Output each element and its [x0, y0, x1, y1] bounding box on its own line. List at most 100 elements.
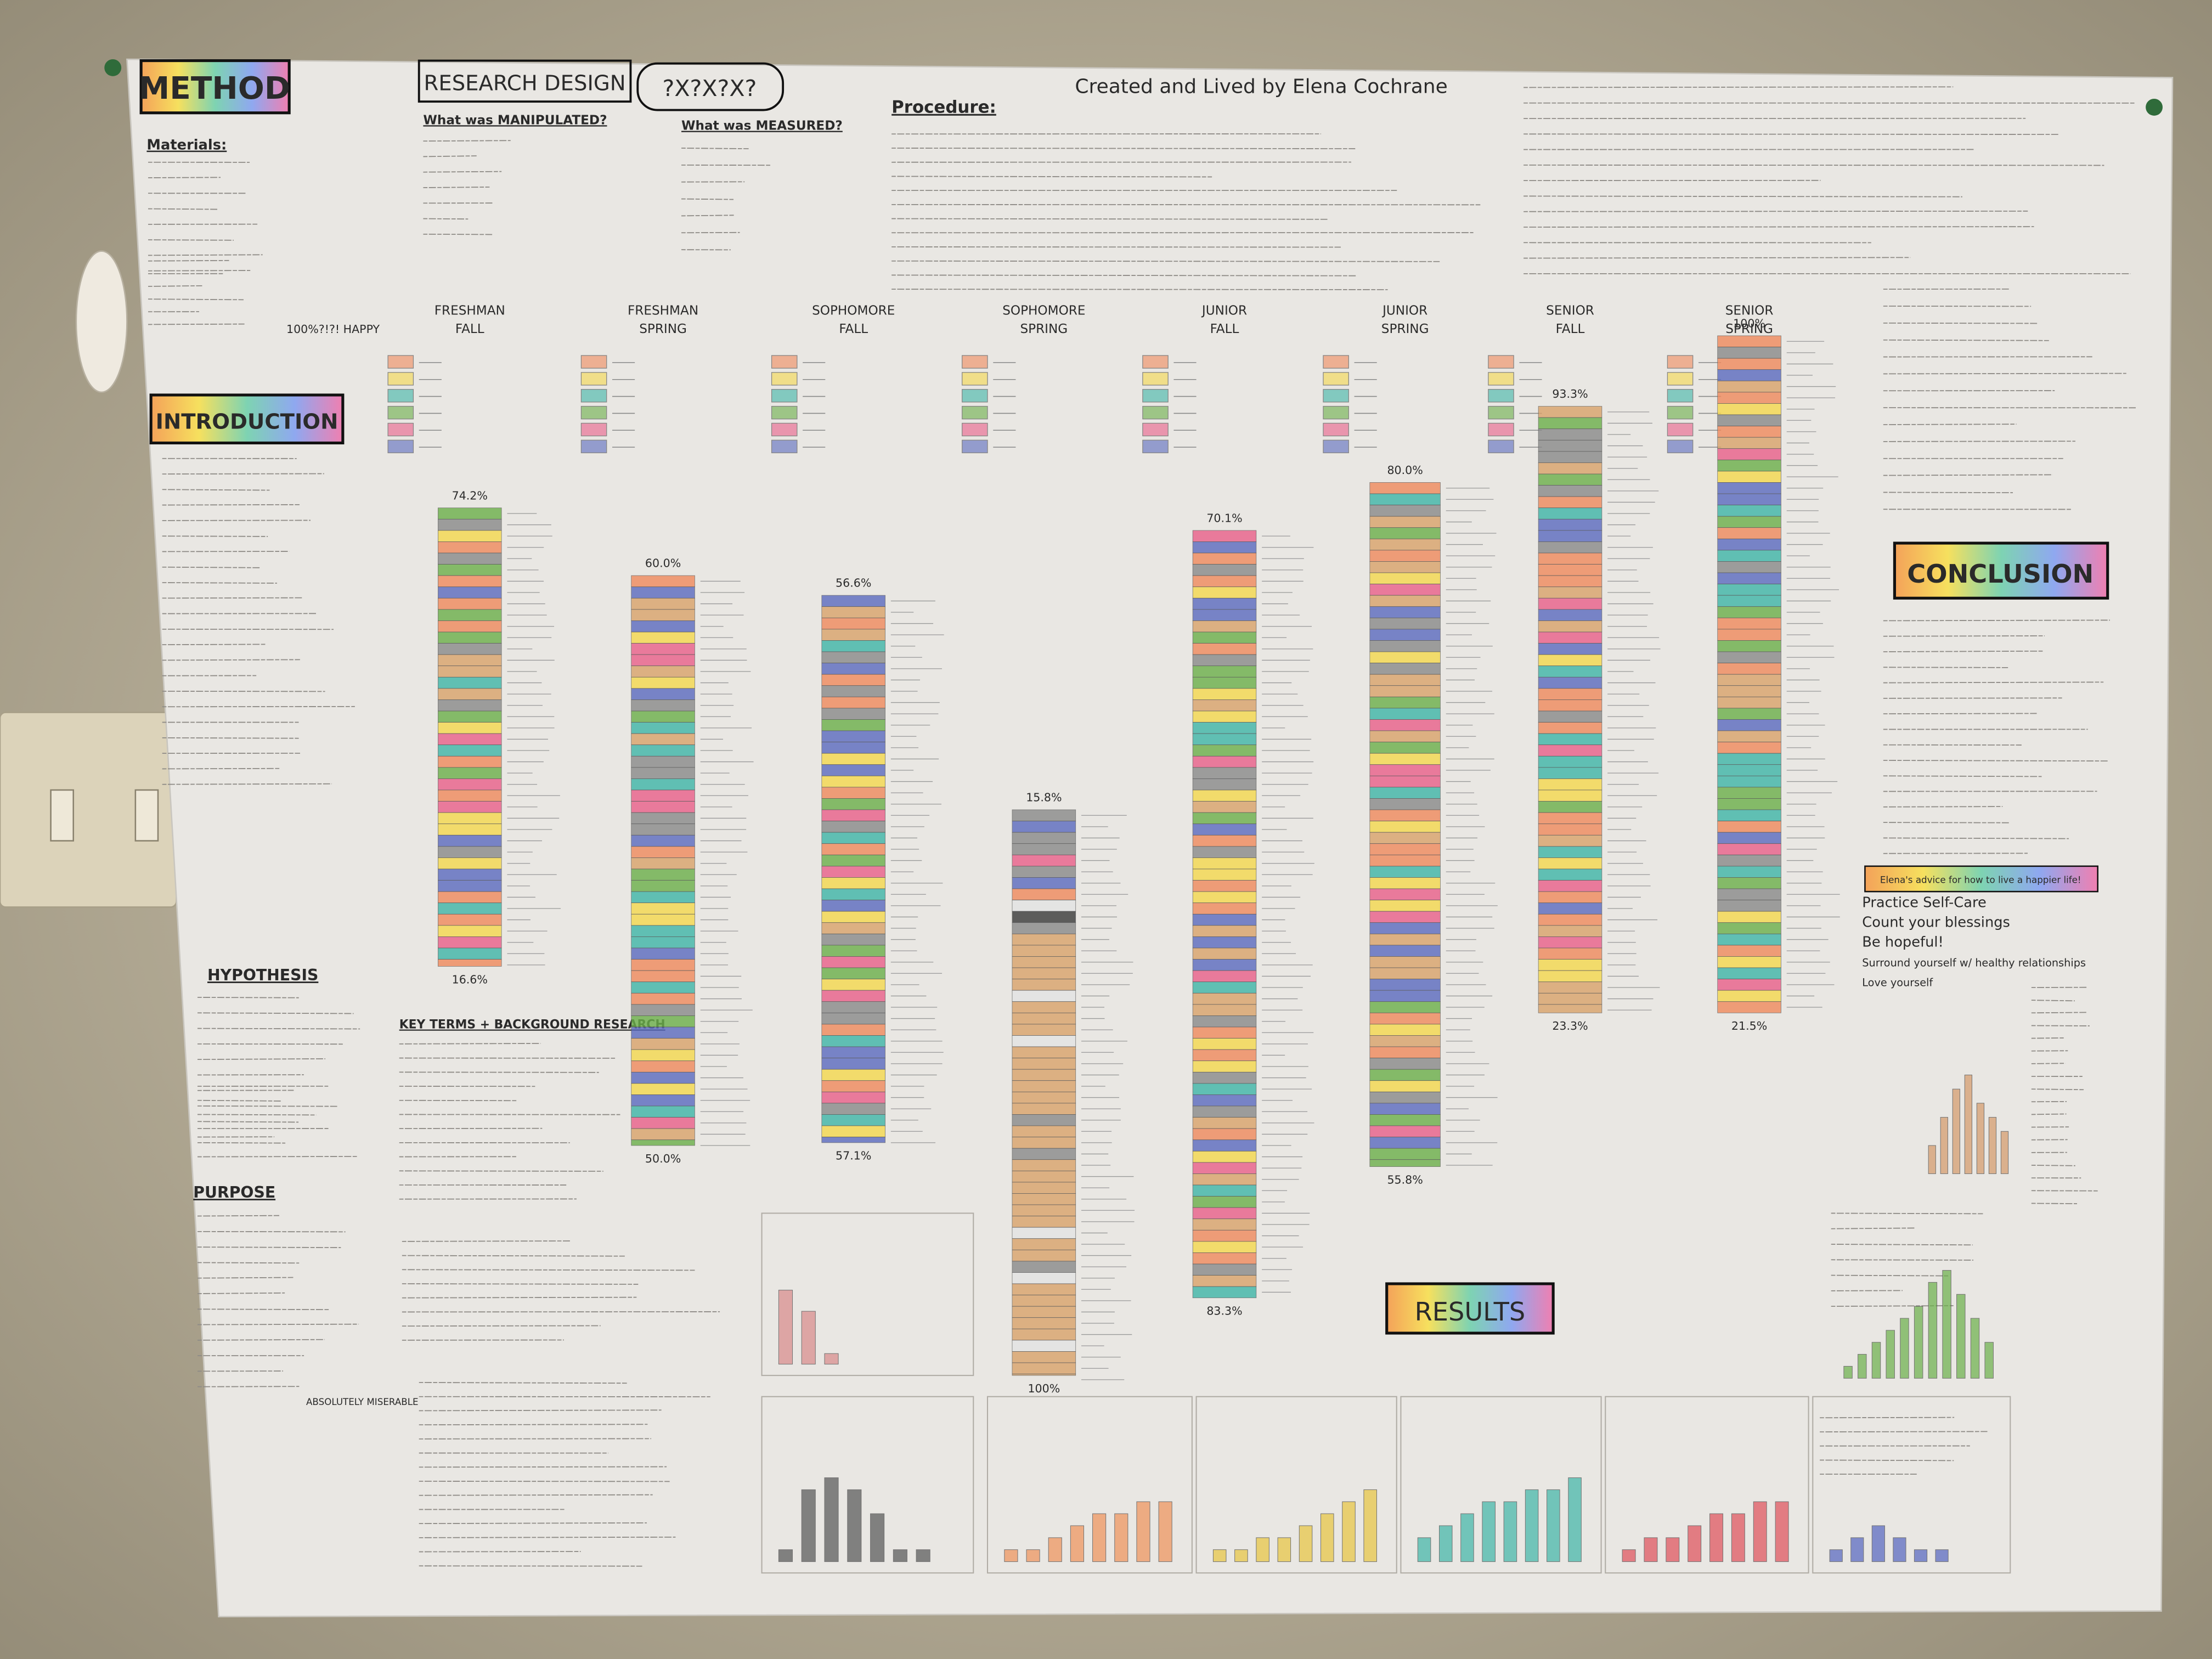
- column-stripe: [1717, 843, 1781, 855]
- column-stripe: [1369, 821, 1441, 833]
- column-stripe: [1012, 1238, 1076, 1250]
- column-stripe: [631, 981, 695, 994]
- column-top-label: 56.6%: [836, 577, 871, 590]
- scribble: [197, 1386, 300, 1387]
- pushpin: [104, 59, 122, 76]
- column-top-label: 93.3%: [1552, 387, 1588, 400]
- scribble: [2031, 1000, 2075, 1002]
- column-stripe: [821, 877, 885, 889]
- column-stripe: [1369, 911, 1441, 923]
- result-bar: [1928, 1145, 1936, 1174]
- column-stripe: [821, 606, 885, 618]
- column-stripe: [821, 753, 885, 765]
- column-stripe: [631, 654, 695, 667]
- procedure-heading: Procedure:: [891, 98, 996, 117]
- result-bar: [1438, 1525, 1453, 1562]
- column-stripe: [1717, 967, 1781, 979]
- column-stripe: [1538, 710, 1602, 723]
- column-stripe: [1717, 617, 1781, 630]
- result-bar: [1460, 1513, 1474, 1562]
- column-stripe: [1012, 979, 1076, 991]
- scribble: [1883, 492, 2013, 493]
- result-bar: [778, 1549, 793, 1562]
- column-stripe: [438, 801, 502, 813]
- column-stripe: [631, 1015, 695, 1028]
- column-stripe: [631, 1128, 695, 1141]
- semester-term: FALL: [1556, 322, 1585, 336]
- panel-frame: [761, 1396, 974, 1574]
- column-stripe: [631, 891, 695, 904]
- result-bar: [824, 1477, 839, 1562]
- legend-swatch: [1667, 355, 1694, 369]
- column-stripe: [1538, 428, 1602, 441]
- legend-swatch: [387, 372, 414, 386]
- column-stripe: [1192, 1241, 1257, 1253]
- column-stripe: [438, 868, 502, 881]
- column-stripe: [1717, 369, 1781, 381]
- column-stripe: [821, 1001, 885, 1013]
- result-bar: [1753, 1501, 1767, 1562]
- column-stripe: [1192, 1229, 1257, 1242]
- legend-swatch: [771, 439, 798, 454]
- column-stripe: [1369, 1046, 1441, 1058]
- column-stripe: [1192, 1015, 1257, 1028]
- scribble: [681, 198, 733, 200]
- column-stripe: [438, 767, 502, 779]
- column-stripe: [1192, 1286, 1257, 1299]
- column-stripe: [821, 821, 885, 833]
- column-stripe: [1538, 846, 1602, 858]
- advice-item: Surround yourself w/ healthy relationshi…: [1862, 956, 2086, 969]
- column-stripe: [1192, 1094, 1257, 1107]
- column-stripe: [1538, 1004, 1602, 1013]
- heading-box: [1893, 541, 2109, 600]
- results-heading: RESULTS: [1415, 1297, 1526, 1327]
- column-stripe: [1192, 970, 1257, 983]
- scribble: [1820, 1431, 1988, 1432]
- legend-swatch: [1488, 439, 1514, 454]
- column-stripe: [1192, 834, 1257, 847]
- column-stripe: [821, 854, 885, 867]
- column-stripe: [1369, 1125, 1441, 1137]
- column-stripe: [631, 722, 695, 734]
- result-bar: [1342, 1501, 1356, 1562]
- column-stripe: [821, 832, 885, 844]
- column-stripe: [1717, 764, 1781, 776]
- column-stripe: [1538, 417, 1602, 430]
- column-stripe: [631, 880, 695, 892]
- column-stripe: [1538, 801, 1602, 813]
- column-stripe: [631, 812, 695, 825]
- column-stripe: [631, 586, 695, 599]
- column-stripe: [821, 764, 885, 776]
- column-stripe: [1192, 609, 1257, 621]
- legend-swatch: [962, 439, 988, 454]
- result-bar: [1956, 1294, 1966, 1379]
- column-stripe: [1192, 1105, 1257, 1118]
- result-bar: [1850, 1537, 1864, 1562]
- scribble: [419, 1466, 667, 1468]
- column-stripe: [1192, 981, 1257, 994]
- legend-swatch: [580, 405, 607, 420]
- column-stripe: [1369, 775, 1441, 788]
- column-stripe: [1369, 505, 1441, 517]
- column-bottom-label: 16.6%: [452, 973, 488, 986]
- result-bar: [1568, 1477, 1582, 1562]
- result-bar: [778, 1290, 793, 1365]
- result-bar: [1940, 1117, 1948, 1174]
- column-stripe: [1369, 527, 1441, 539]
- column-stripe: [1012, 1137, 1076, 1149]
- scribble: [1523, 164, 2104, 166]
- semester-term: FALL: [1210, 322, 1239, 336]
- introduction-heading: INTRODUCTION: [156, 410, 338, 435]
- light-switch[interactable]: [50, 789, 74, 842]
- column-stripe: [438, 597, 502, 610]
- column-stripe: [1369, 809, 1441, 821]
- column-stripe: [1538, 462, 1602, 475]
- column-stripe: [1012, 1024, 1076, 1036]
- column-stripe: [1369, 730, 1441, 742]
- light-switch[interactable]: [134, 789, 159, 842]
- scribble: [162, 535, 268, 537]
- column-bottom-label: 100%: [1028, 1382, 1060, 1395]
- column-stripe: [821, 685, 885, 697]
- column-stripe: [631, 710, 695, 723]
- column-stripe: [1717, 730, 1781, 742]
